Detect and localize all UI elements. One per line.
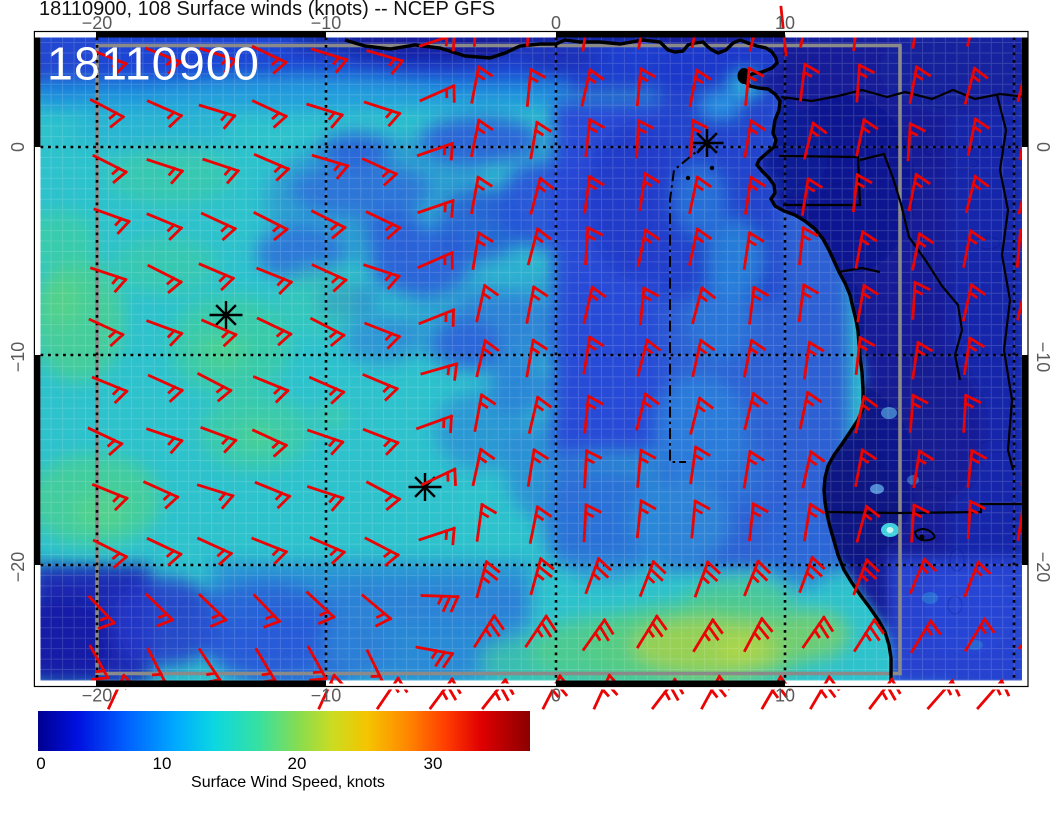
svg-text:20: 20 bbox=[288, 754, 307, 773]
svg-text:18110900: 18110900 bbox=[47, 38, 260, 90]
svg-text:−20: −20 bbox=[82, 686, 113, 706]
svg-text:−10: −10 bbox=[311, 686, 342, 706]
svg-text:−10: −10 bbox=[1033, 342, 1053, 373]
svg-text:−20: −20 bbox=[1033, 552, 1053, 583]
svg-text:−20: −20 bbox=[82, 13, 113, 33]
svg-text:−10: −10 bbox=[8, 342, 28, 373]
svg-text:0: 0 bbox=[36, 754, 45, 773]
svg-text:−10: −10 bbox=[311, 13, 342, 33]
svg-text:10: 10 bbox=[775, 13, 795, 33]
svg-text:10: 10 bbox=[153, 754, 172, 773]
svg-text:−20: −20 bbox=[8, 552, 28, 583]
svg-text:0: 0 bbox=[1033, 142, 1053, 152]
svg-text:0: 0 bbox=[551, 13, 561, 33]
svg-text:0: 0 bbox=[551, 686, 561, 706]
svg-text:10: 10 bbox=[775, 686, 795, 706]
svg-text:30: 30 bbox=[424, 754, 443, 773]
svg-text:Surface Wind Speed, knots: Surface Wind Speed, knots bbox=[191, 774, 385, 791]
svg-text:0: 0 bbox=[8, 142, 28, 152]
svg-text:18110900, 108 Surface winds (k: 18110900, 108 Surface winds (knots) -- N… bbox=[39, 0, 495, 20]
